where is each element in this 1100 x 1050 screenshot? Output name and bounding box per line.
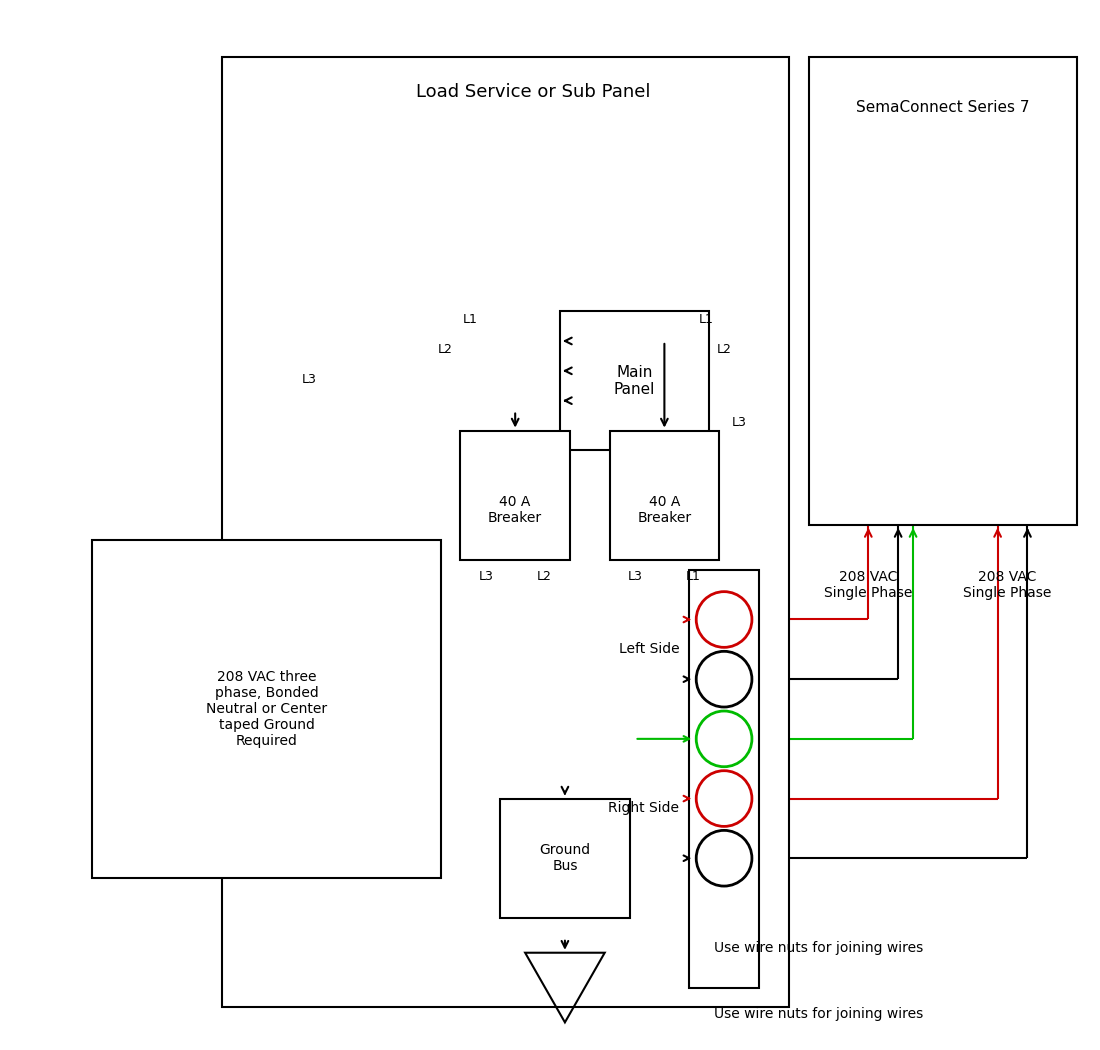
- Bar: [222, 58, 789, 1007]
- Text: 208 VAC
Single Phase: 208 VAC Single Phase: [824, 570, 913, 600]
- Text: Use wire nuts for joining wires: Use wire nuts for joining wires: [714, 1007, 923, 1022]
- Bar: [690, 570, 759, 988]
- Text: SemaConnect Series 7: SemaConnect Series 7: [856, 100, 1030, 114]
- Bar: [92, 540, 441, 878]
- Bar: [500, 799, 629, 918]
- Circle shape: [696, 771, 752, 826]
- Bar: [609, 430, 719, 560]
- Text: 208 VAC three
phase, Bonded
Neutral or Center
taped Ground
Required: 208 VAC three phase, Bonded Neutral or C…: [206, 670, 327, 749]
- Text: 40 A
Breaker: 40 A Breaker: [488, 495, 542, 525]
- Text: Load Service or Sub Panel: Load Service or Sub Panel: [416, 83, 651, 101]
- Circle shape: [696, 651, 752, 707]
- Text: L3: L3: [628, 570, 643, 583]
- Circle shape: [696, 591, 752, 648]
- Text: L2: L2: [438, 343, 453, 356]
- Text: 208 VAC
Single Phase: 208 VAC Single Phase: [964, 570, 1052, 600]
- Text: Use wire nuts for joining wires: Use wire nuts for joining wires: [714, 941, 923, 954]
- Text: Left Side: Left Side: [618, 643, 680, 656]
- Text: 40 A
Breaker: 40 A Breaker: [637, 495, 692, 525]
- Text: L1: L1: [685, 570, 701, 583]
- Bar: [461, 430, 570, 560]
- Text: L2: L2: [537, 570, 551, 583]
- Circle shape: [696, 831, 752, 886]
- Text: L1: L1: [463, 313, 477, 327]
- Text: L3: L3: [478, 570, 494, 583]
- Bar: [808, 58, 1077, 525]
- Text: Ground
Bus: Ground Bus: [539, 843, 591, 874]
- Text: L1: L1: [700, 313, 714, 327]
- Text: L2: L2: [716, 343, 732, 356]
- Text: Main
Panel: Main Panel: [614, 364, 656, 397]
- Text: L3: L3: [732, 416, 747, 428]
- Text: Right Side: Right Side: [608, 801, 680, 816]
- Bar: [560, 311, 710, 450]
- Circle shape: [696, 711, 752, 766]
- Text: L3: L3: [301, 373, 316, 385]
